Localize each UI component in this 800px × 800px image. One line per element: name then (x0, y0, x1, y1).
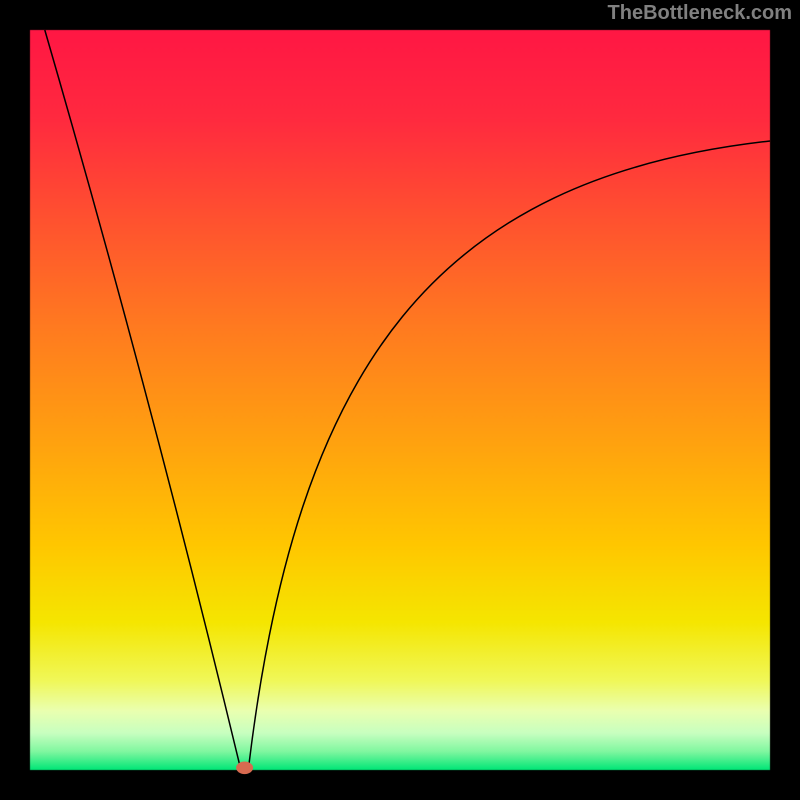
chart-container: TheBottleneck.com (0, 0, 800, 800)
minimum-marker (236, 761, 253, 774)
plot-svg (0, 0, 800, 800)
curve-left-branch (45, 30, 241, 770)
watermark-text: TheBottleneck.com (608, 2, 792, 25)
curve-right-branch (248, 141, 770, 770)
